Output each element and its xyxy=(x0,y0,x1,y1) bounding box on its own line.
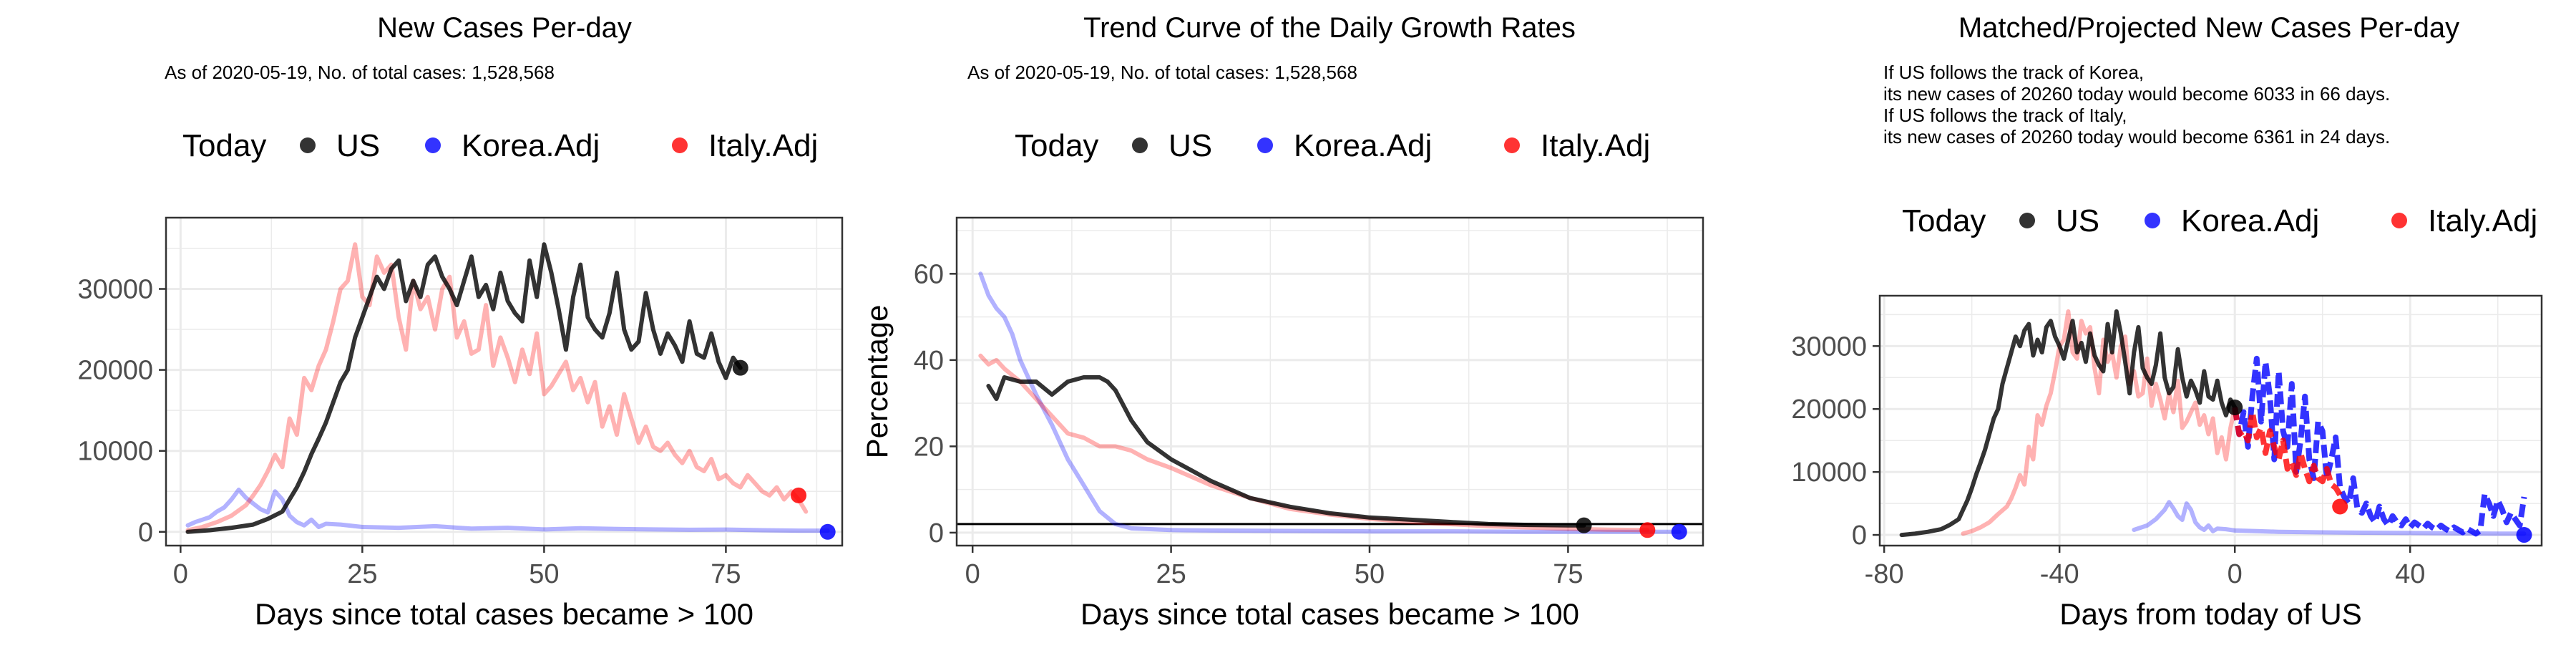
x-tick-label: 75 xyxy=(711,559,741,589)
chart-subtitle: As of 2020-05-19, No. of total cases: 1,… xyxy=(967,62,1357,83)
chart-subtitle: As of 2020-05-19, No. of total cases: 1,… xyxy=(165,62,555,83)
panel3: Matched/Projected New Cases Per-day If US… xyxy=(1791,12,2543,631)
x-tick-label: 50 xyxy=(529,559,559,589)
plot-area xyxy=(166,218,842,546)
x-tick-label: 0 xyxy=(173,559,188,589)
chart-subtitle: If US follows the track of Italy, xyxy=(1883,105,2127,126)
series-line-italy-adj-projected- xyxy=(2232,407,2343,497)
series-line-italy-adj xyxy=(185,242,809,533)
legend-title: Today xyxy=(182,128,266,163)
series-line-korea-adj-projected- xyxy=(2232,355,2527,537)
legend-key-us xyxy=(2019,213,2035,228)
y-tick-label: 60 xyxy=(914,259,944,289)
chart-title: Trend Curve of the Daily Growth Rates xyxy=(1083,12,1576,44)
chart-subtitle: its new cases of 20260 today would becom… xyxy=(1883,126,2390,148)
legend-label: Italy.Adj xyxy=(2428,203,2537,238)
legend-key-korea-adj xyxy=(2145,213,2160,228)
y-tick-label: 0 xyxy=(138,518,153,548)
legend-key-korea-adj xyxy=(425,137,441,153)
y-tick-label: 30000 xyxy=(1791,332,1867,362)
today-point-italy-adj xyxy=(791,487,807,503)
y-tick-label: 40 xyxy=(914,346,944,376)
x-tick-label: -80 xyxy=(1865,559,1904,589)
y-tick-label: 10000 xyxy=(77,437,153,467)
x-tick-label: -40 xyxy=(2040,559,2079,589)
legend-label: Korea.Adj xyxy=(2181,203,2319,238)
y-tick-label: 10000 xyxy=(1791,458,1867,488)
chart-subtitle: its new cases of 20260 today would becom… xyxy=(1883,83,2390,105)
series-line-korea-adj xyxy=(2132,500,2527,536)
x-axis-title: Days since total cases became > 100 xyxy=(1080,597,1579,631)
series-line-korea-adj xyxy=(978,271,1682,534)
panel2: Trend Curve of the Daily Growth Rates As … xyxy=(860,12,1704,631)
x-tick-label: 0 xyxy=(2228,559,2243,589)
today-point-korea-adj xyxy=(2516,527,2532,543)
legend-title: Today xyxy=(1015,128,1098,163)
legend: Today US Korea.Adj Italy.Adj xyxy=(1902,203,2537,238)
legend-label: US xyxy=(336,128,380,163)
legend-label: US xyxy=(1169,128,1212,163)
legend: Today US Korea.Adj Italy.Adj xyxy=(1015,128,1650,163)
today-point-us xyxy=(2227,399,2243,415)
y-tick-label: 20 xyxy=(914,432,944,462)
panel1: New Cases Per-day As of 2020-05-19, No. o… xyxy=(77,12,844,631)
series-line-us xyxy=(1899,309,2238,538)
x-tick-label: 75 xyxy=(1553,559,1583,589)
plot-border xyxy=(165,216,844,547)
series-line-us xyxy=(185,242,743,534)
legend-label: Korea.Adj xyxy=(1294,128,1432,163)
y-tick-label: 0 xyxy=(929,518,944,548)
x-axis-title: Days since total cases became > 100 xyxy=(255,597,753,631)
plot-border xyxy=(1878,294,2543,547)
legend: Today US Korea.Adj Italy.Adj xyxy=(182,128,818,163)
x-tick-label: 25 xyxy=(347,559,377,589)
chart-subtitle: If US follows the track of Korea, xyxy=(1883,62,2144,83)
legend-label: Korea.Adj xyxy=(462,128,600,163)
x-tick-label: 25 xyxy=(1156,559,1186,589)
grid xyxy=(1880,296,2542,546)
legend-key-us xyxy=(1132,137,1148,153)
today-point-italy-adj xyxy=(1639,522,1656,538)
y-tick-label: 20000 xyxy=(1791,395,1867,425)
x-tick-label: 40 xyxy=(2395,559,2425,589)
y-tick-label: 20000 xyxy=(77,356,153,386)
legend-label: US xyxy=(2056,203,2099,238)
legend-key-italy-adj xyxy=(1504,137,1520,153)
plot-area xyxy=(957,218,1703,546)
today-point-korea-adj xyxy=(1671,523,1687,540)
grid xyxy=(957,218,1703,546)
x-axis-title: Days from today of US xyxy=(2059,597,2361,631)
plot-border xyxy=(955,216,1704,547)
x-tick-label: 50 xyxy=(1355,559,1385,589)
today-point-us xyxy=(1576,517,1592,533)
y-tick-label: 30000 xyxy=(77,275,153,305)
legend-key-italy-adj xyxy=(2391,213,2407,228)
today-point-italy-adj xyxy=(2332,498,2348,515)
legend-key-italy-adj xyxy=(672,137,688,153)
y-axis-title: Percentage xyxy=(860,305,894,459)
legend-label: Italy.Adj xyxy=(1541,128,1650,163)
x-tick-label: 0 xyxy=(965,559,980,589)
grid xyxy=(166,218,842,546)
chart-title: Matched/Projected New Cases Per-day xyxy=(1958,12,2459,44)
today-point-korea-adj xyxy=(819,523,836,540)
legend-key-korea-adj xyxy=(1257,137,1273,153)
series-line-italy-adj xyxy=(1961,309,2238,536)
series-line-korea-adj xyxy=(185,488,830,533)
chart-title: New Cases Per-day xyxy=(377,12,632,44)
legend-title: Today xyxy=(1902,203,1986,238)
legend-label: Italy.Adj xyxy=(708,128,818,163)
y-tick-label: 0 xyxy=(1852,521,1867,551)
series-line-us xyxy=(986,375,1586,528)
legend-key-us xyxy=(300,137,316,153)
today-point-us xyxy=(732,359,748,376)
